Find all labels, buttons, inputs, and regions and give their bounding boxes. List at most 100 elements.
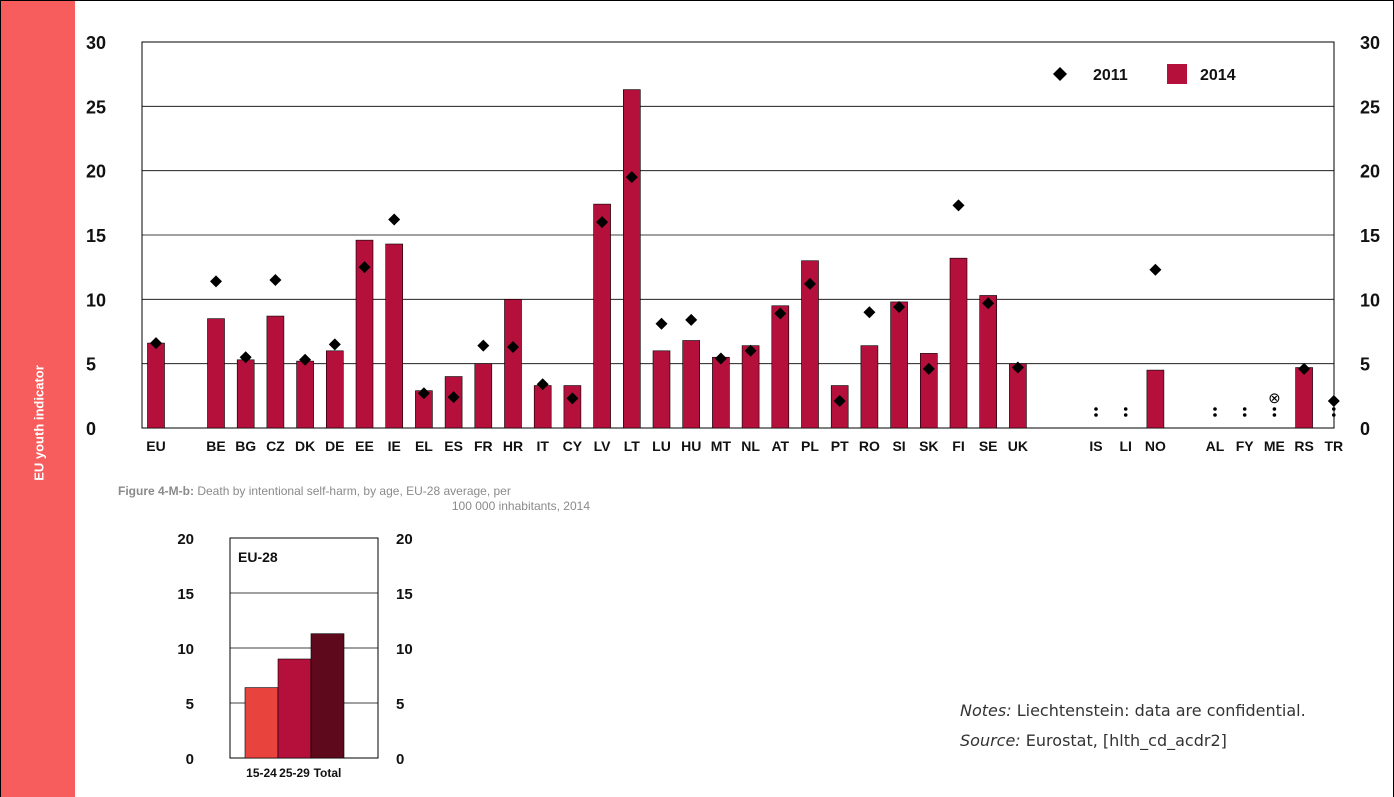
marker-2011	[922, 362, 935, 375]
caption-label: Figure 4-M-b:	[118, 484, 194, 498]
x-tick-label: FR	[474, 438, 493, 454]
x-tick-label: NL	[741, 438, 760, 454]
notes-text: Liechtenstein: data are confidential.	[1016, 701, 1306, 720]
marker-2011	[150, 337, 162, 350]
marker-2011	[477, 339, 490, 352]
x-tick-label: HU	[681, 438, 701, 454]
source-line: Source: Eurostat, [hlth_cd_acdr2]	[960, 726, 1306, 756]
marker-2011	[358, 261, 371, 274]
small-chart: 0 0 5 5 10 10 15 15 20 20 EU-28 15-24 25-29 Total	[177, 531, 413, 780]
x-tick-label: ME	[1264, 438, 1285, 454]
bar-2014	[979, 295, 998, 429]
confidential-dot	[1242, 413, 1247, 417]
confidential-dot	[1272, 413, 1277, 417]
marker-2011	[833, 394, 846, 407]
x-tick-label: BE	[206, 438, 225, 454]
y-tick-label-right: 5	[1360, 355, 1370, 375]
marker-2011	[1327, 394, 1340, 407]
bar-2014	[533, 385, 552, 429]
x-tick-label: PL	[801, 438, 819, 454]
bar-2014	[593, 203, 611, 429]
legend-label-2014: 2014	[1200, 67, 1236, 84]
x-tick-label: PT	[831, 438, 849, 454]
sidebar: EU youth indicator	[1, 1, 75, 797]
sidebar-label: EU youth indicator	[31, 365, 47, 481]
x-tick-label: SI	[892, 438, 905, 454]
marker-2011	[714, 352, 727, 365]
notes-label: Notes:	[960, 701, 1012, 720]
marker-2011	[388, 213, 401, 226]
bar-2014	[326, 350, 344, 429]
bar-2014	[652, 350, 671, 429]
legend-marker-2011	[1053, 67, 1067, 81]
confidential-dot	[1094, 413, 1098, 417]
marker-2011	[1149, 263, 1162, 276]
bar-2014	[355, 239, 374, 429]
bar-2014	[266, 315, 285, 429]
x-tick-label: AT	[771, 438, 789, 454]
x-tick-label: MT	[711, 438, 732, 454]
x-tick-label: RO	[859, 438, 880, 454]
bar-2014	[236, 359, 255, 429]
x-tick-label: CY	[563, 438, 583, 454]
y-tick-label-left: 25	[86, 97, 106, 117]
x-tick-label: BG	[235, 438, 256, 454]
confidential-dot	[1094, 407, 1098, 411]
frame-top-border	[0, 0, 1394, 1]
caption-text-line1: Death by intentional self-harm, by age, …	[197, 484, 511, 498]
x-tick-label: CZ	[266, 438, 285, 454]
frame-left-border	[0, 0, 1, 797]
x-tick-label: LV	[594, 438, 612, 454]
x-tick-label: SK	[919, 438, 938, 454]
bar-2014	[949, 257, 968, 429]
marker-2011	[596, 216, 609, 229]
x-tick-label: EE	[355, 438, 374, 454]
small-x-tick-label: 15-24	[246, 766, 277, 780]
confidential-dot	[1123, 407, 1128, 411]
x-tick-label: IT	[536, 438, 549, 454]
y-tick-label-right: 10	[1360, 290, 1380, 310]
legend-swatch-2014	[1167, 64, 1187, 84]
bar-2014	[741, 345, 760, 429]
small-y-tick-left: 15	[177, 586, 194, 603]
notes-block: Notes: Liechtenstein: data are confident…	[960, 696, 1306, 756]
x-tick-label: DK	[295, 438, 315, 454]
y-tick-label-left: 10	[86, 290, 106, 310]
marker-2011	[417, 387, 430, 400]
confidential-dot	[1332, 407, 1336, 411]
bar-2014	[563, 385, 582, 429]
small-bar	[310, 633, 345, 759]
caption-text-line2: 100 000 inhabitants, 2014	[451, 499, 590, 513]
marker-2011	[804, 277, 816, 290]
y-tick-label-right: 15	[1360, 226, 1380, 246]
x-tick-label: FY	[1236, 438, 1255, 454]
source-label: Source:	[960, 731, 1021, 750]
marker-2011	[1011, 361, 1024, 374]
bar-2014	[890, 301, 908, 429]
marker-2011	[655, 317, 668, 330]
marker-2011	[239, 351, 252, 364]
small-y-tick-right: 20	[396, 531, 413, 548]
source-text: Eurostat, [hlth_cd_acdr2]	[1025, 731, 1227, 750]
marker-2011	[863, 306, 876, 319]
marker-2011	[685, 313, 698, 326]
notes-line: Notes: Liechtenstein: data are confident…	[960, 696, 1306, 726]
small-x-tick-label: Total	[314, 766, 342, 780]
marker-2011	[536, 378, 549, 391]
marker-2011	[566, 392, 579, 405]
x-tick-label: NO	[1145, 438, 1166, 454]
x-tick-label: EL	[415, 438, 433, 454]
marker-2011	[982, 297, 995, 310]
confidential-dot	[1332, 413, 1336, 417]
y-tick-label-left: 15	[86, 226, 106, 246]
small-y-tick-left: 0	[186, 751, 194, 768]
bar-2014	[296, 360, 314, 429]
x-tick-label: RS	[1294, 438, 1313, 454]
y-tick-label-right: 25	[1360, 97, 1380, 117]
marker-2011	[952, 199, 965, 212]
y-tick-label-left: 30	[86, 33, 106, 53]
bar-2014	[474, 363, 493, 429]
confidential-dot	[1213, 407, 1217, 411]
bar-2014	[1295, 367, 1313, 429]
marker-2011	[299, 353, 312, 366]
